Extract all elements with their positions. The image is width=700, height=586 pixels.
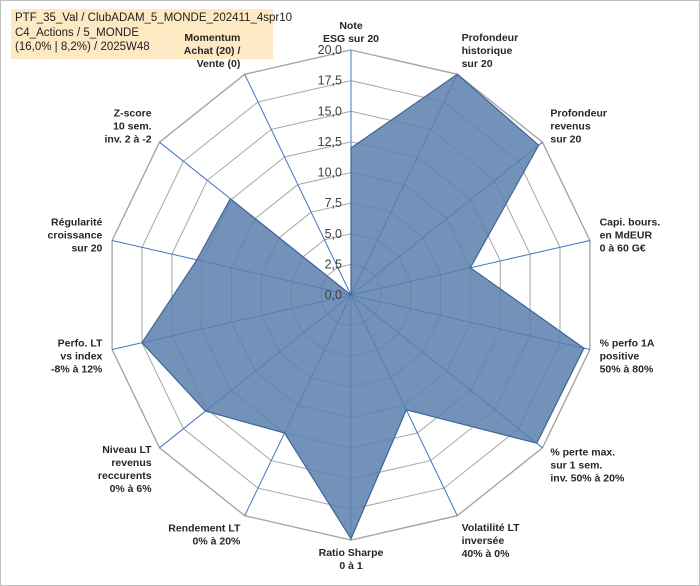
tick-label: 12,5 xyxy=(318,135,342,149)
radar-axis-labels: Note ESG sur 20 Profondeur historique sur 20… xyxy=(48,20,661,572)
axis-label-13: Momentum Achat (20) / Vente (0) xyxy=(184,32,241,70)
axis-label-line: sur 20 xyxy=(550,133,581,145)
axis-label-7: Ratio Sharpe 0 à 1 xyxy=(319,547,384,572)
axis-label-line: revenus xyxy=(111,457,151,469)
axis-label-line: Rendement LT xyxy=(168,523,241,535)
axis-label-line: Volatilité LT xyxy=(462,522,521,534)
axis-label-8: Rendement LT 0% à 20% xyxy=(168,523,241,548)
spoke-13 xyxy=(244,74,352,296)
axis-label-line: reccurents xyxy=(98,470,152,482)
axis-label-11: Régularité croissance sur 20 xyxy=(48,217,103,255)
axis-label-line: inv. 50% à 20% xyxy=(550,473,625,485)
axis-label-line: revenus xyxy=(550,120,590,132)
axis-label-line: 0 à 1 xyxy=(339,560,363,572)
axis-label-line: 0% à 6% xyxy=(110,483,153,495)
axis-label-0: Note ESG sur 20 xyxy=(323,20,379,45)
axis-label-line: Profondeur xyxy=(550,107,607,119)
tick-label: 5,0 xyxy=(325,227,342,241)
axis-label-2: Profondeur revenus sur 20 xyxy=(550,107,607,145)
axis-label-3: Capi. bours. en MdEUR 0 à 60 G€ xyxy=(600,217,661,255)
axis-label-line: 50% à 80% xyxy=(600,364,654,376)
axis-label-12: Z-score 10 sem. inv. 2 à -2 xyxy=(105,107,152,145)
axis-label-line: sur 20 xyxy=(71,243,102,255)
title-line-3: (16,0% | 8,2%) / 2025W48 xyxy=(15,41,150,53)
radar-series xyxy=(141,73,585,541)
axis-label-line: Achat (20) / xyxy=(184,45,241,57)
axis-label-line: inversée xyxy=(462,535,505,547)
chart-title-box: PTF_35_Val / ClubADAM_5_MONDE_202411_4sp… xyxy=(11,9,292,59)
tick-label: 20,0 xyxy=(318,43,342,57)
axis-label-line: Z-score xyxy=(114,107,152,119)
series-area xyxy=(141,73,585,541)
axis-label-line: Perfo. LT xyxy=(58,338,103,350)
axis-label-5: % perte max. sur 1 sem. inv. 50% à 20% xyxy=(550,447,625,485)
axis-label-line: historique xyxy=(462,45,513,57)
radar-tick-labels: 0,0 2,5 5,0 7,5 10,0 12,5 15,0 17,5 20,0 xyxy=(318,43,342,302)
axis-label-line: croissance xyxy=(48,230,103,242)
axis-label-line: sur 20 xyxy=(462,58,493,70)
axis-label-line: % perfo 1A xyxy=(600,338,655,350)
axis-label-line: 0% à 20% xyxy=(193,536,242,548)
axis-label-line: Niveau LT xyxy=(102,444,152,456)
axis-label-1: Profondeur historique sur 20 xyxy=(462,32,519,70)
axis-label-line: Momentum xyxy=(184,32,240,44)
tick-label: 2,5 xyxy=(325,257,342,271)
axis-label-10: Perfo. LT vs index -8% à 12% xyxy=(51,338,103,376)
axis-label-line: 40% à 0% xyxy=(462,548,511,560)
tick-label: 7,5 xyxy=(325,196,342,210)
tick-label: 0,0 xyxy=(325,288,342,302)
axis-label-line: Ratio Sharpe xyxy=(319,547,384,559)
axis-label-line: Régularité xyxy=(51,217,103,229)
tick-label: 15,0 xyxy=(318,104,342,118)
axis-label-6: Volatilité LT inversée 40% à 0% xyxy=(462,522,521,560)
tick-label: 10,0 xyxy=(318,166,342,180)
axis-label-line: -8% à 12% xyxy=(51,364,103,376)
axis-label-line: % perte max. xyxy=(550,447,615,459)
axis-label-line: Vente (0) xyxy=(197,58,241,70)
axis-label-line: inv. 2 à -2 xyxy=(105,133,152,145)
axis-label-9: Niveau LT revenus reccurents 0% à 6% xyxy=(98,444,152,495)
axis-label-line: sur 1 sem. xyxy=(550,460,602,472)
title-line-2: C4_Actions / 5_MONDE xyxy=(15,26,139,39)
axis-label-line: Note xyxy=(339,20,362,32)
axis-label-line: Capi. bours. xyxy=(600,217,661,229)
tick-label: 17,5 xyxy=(318,74,342,88)
axis-label-4: % perfo 1A positive 50% à 80% xyxy=(600,338,655,376)
axis-label-line: positive xyxy=(600,351,640,363)
axis-label-line: vs index xyxy=(60,351,102,363)
title-line-1: PTF_35_Val / ClubADAM_5_MONDE_202411_4sp… xyxy=(15,12,292,24)
axis-label-line: Profondeur xyxy=(462,32,519,44)
axis-label-line: 10 sem. xyxy=(113,120,152,132)
axis-label-line: ESG sur 20 xyxy=(323,33,379,45)
axis-label-line: 0 à 60 G€ xyxy=(600,243,646,255)
axis-label-line: en MdEUR xyxy=(600,230,653,242)
